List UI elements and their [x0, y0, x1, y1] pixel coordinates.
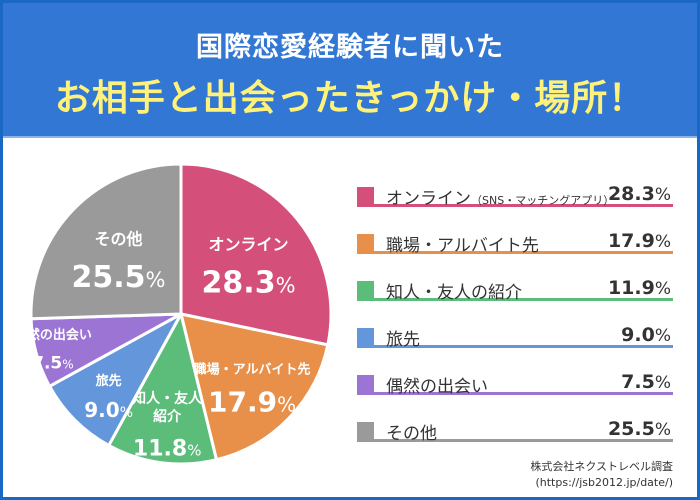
- legend-swatch: [357, 422, 374, 439]
- title-line-2: お相手と出会ったきっかけ・場所！: [54, 78, 646, 119]
- legend-label: 職場・アルバイト先: [386, 236, 539, 256]
- legend-label: その他: [386, 424, 437, 444]
- legend-underline: [357, 345, 673, 348]
- pie-label: 職場・アルバイト先 17.9%: [194, 361, 311, 418]
- legend-item: 偶然の出会い 7.5%: [357, 371, 673, 418]
- legend-item: 知人・友人の紹介 11.9%: [357, 277, 673, 324]
- legend-swatch: [357, 375, 374, 392]
- source-company: 株式会社ネクストレベル調査: [530, 460, 673, 473]
- legend-item: オンライン（SNS・マッチングアプリ） 28.3%: [357, 183, 673, 230]
- legend-value: 11.9%: [607, 277, 671, 299]
- pie-slice-value: 11.8%: [133, 437, 202, 462]
- infographic-frame: 国際恋愛経験者に聞いた お相手と出会ったきっかけ・場所！ オンライン 28.3% 職…: [3, 3, 697, 497]
- pie-slice-label: 知人・友人: [132, 390, 203, 407]
- legend-underline: [357, 251, 673, 254]
- pie-slice-label: 偶然の出会い: [14, 327, 92, 343]
- legend-sublabel: （SNS・マッチングアプリ）: [471, 194, 615, 207]
- legend-label: 知人・友人の紹介: [386, 283, 522, 303]
- legend-label: 旅先: [386, 330, 420, 350]
- header-banner: 国際恋愛経験者に聞いた お相手と出会ったきっかけ・場所！: [3, 3, 697, 138]
- pie-label: 旅先 9.0%: [84, 373, 133, 422]
- legend-item: その他 25.5%: [357, 418, 673, 465]
- legend: オンライン（SNS・マッチングアプリ） 28.3% 職場・アルバイト先 17.9% 知人…: [357, 183, 673, 465]
- source-note: 株式会社ネクストレベル調査 (https://jsb2012.jp/date/): [530, 459, 673, 491]
- legend-value: 7.5%: [621, 371, 671, 393]
- pie-slice-value: 7.5%: [32, 354, 74, 374]
- pie-slice-label: 紹介: [153, 408, 182, 425]
- pie-slice-value: 25.5%: [72, 260, 166, 295]
- pie-slice-value: 28.3%: [202, 266, 296, 301]
- legend-value: 17.9%: [607, 230, 671, 252]
- legend-underline: [357, 204, 673, 207]
- legend-swatch: [357, 281, 374, 298]
- title-line-1: 国際恋愛経験者に聞いた: [196, 32, 504, 63]
- pie-label: その他 25.5%: [72, 229, 166, 295]
- pie-slice-label: その他: [95, 229, 143, 248]
- pie-slice: [179, 162, 333, 347]
- legend-value: 28.3%: [607, 183, 671, 205]
- pie-slice-value: 17.9%: [208, 385, 296, 418]
- legend-value: 9.0%: [621, 324, 671, 346]
- legend-underline: [357, 392, 673, 395]
- pie-slice: [107, 312, 218, 466]
- legend-item: 職場・アルバイト先 17.9%: [357, 230, 673, 277]
- pie-slice-label: 職場・アルバイト先: [194, 361, 311, 377]
- legend-underline: [357, 439, 673, 442]
- pie-label: 偶然の出会い 7.5%: [14, 327, 92, 374]
- legend-swatch: [357, 187, 374, 204]
- pie-slice: [48, 312, 183, 447]
- pie-slice-label: オンライン: [209, 235, 289, 254]
- pie-slice: [179, 312, 330, 462]
- pie-slice-label: 旅先: [96, 373, 122, 389]
- source-url: (https://jsb2012.jp/date/): [535, 476, 673, 489]
- legend-label: 偶然の出会い: [386, 377, 488, 397]
- legend-item: 旅先 9.0%: [357, 324, 673, 371]
- pie-slice-value: 9.0%: [84, 398, 133, 422]
- legend-underline: [357, 298, 673, 301]
- pie-label: オンライン 28.3%: [202, 235, 296, 300]
- legend-swatch: [357, 328, 374, 345]
- legend-value: 25.5%: [607, 418, 671, 440]
- pie-slice: [29, 162, 183, 321]
- legend-swatch: [357, 234, 374, 251]
- legend-label: オンライン（SNS・マッチングアプリ）: [386, 189, 615, 209]
